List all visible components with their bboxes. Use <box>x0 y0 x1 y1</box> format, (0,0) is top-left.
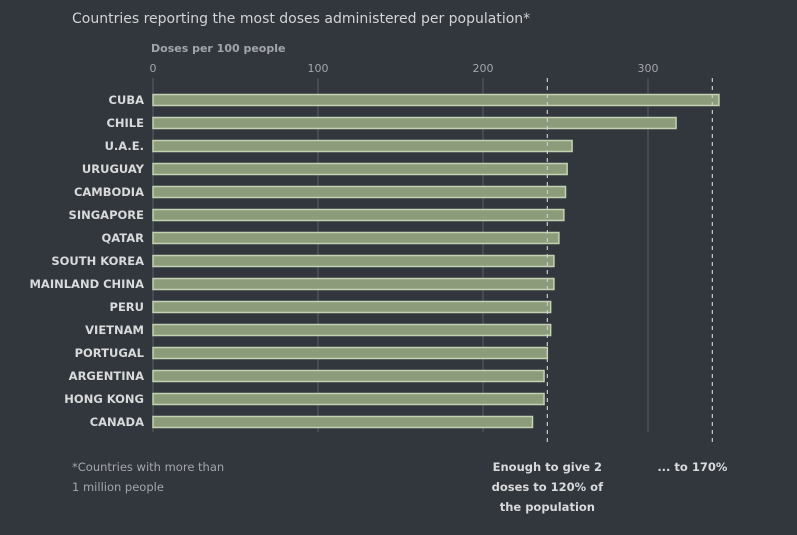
bar-singapore <box>152 208 565 222</box>
category-label: CANADA <box>90 415 144 429</box>
annotation-line: doses to 120% of <box>492 480 604 494</box>
annotation-line: the population <box>500 500 595 514</box>
category-label: VIETNAM <box>85 323 144 337</box>
bar-canada <box>152 415 534 429</box>
footnote: *Countries with more than 1 million peopl… <box>72 460 224 494</box>
bar-cuba <box>152 93 720 107</box>
tick-label-200: 200 <box>473 62 494 75</box>
bar-chile <box>152 116 677 130</box>
reference-annotations: Enough to give 2 doses to 120% of the popu… <box>492 460 728 514</box>
bar-hong-kong <box>152 392 545 406</box>
bars <box>152 93 720 429</box>
category-label: ARGENTINA <box>69 369 144 383</box>
category-label: CAMBODIA <box>74 185 144 199</box>
category-label: URUGUAY <box>82 162 145 176</box>
bar-uruguay <box>152 162 568 176</box>
tick-labels: 0 100 200 300 <box>150 62 659 75</box>
category-label: CHILE <box>106 116 144 130</box>
tick-label-100: 100 <box>308 62 329 75</box>
bar-argentina <box>152 369 545 383</box>
reference-annotation-1: Enough to give 2 doses to 120% of the popu… <box>492 460 604 514</box>
annotation-line: Enough to give 2 <box>493 460 602 474</box>
bar-cambodia <box>152 185 567 199</box>
tick-label-300: 300 <box>638 62 659 75</box>
tick-label-0: 0 <box>150 62 157 75</box>
category-label: SOUTH KOREA <box>51 254 144 268</box>
chart-title: Countries reporting the most doses admin… <box>72 11 530 27</box>
category-label: U.A.E. <box>105 139 144 153</box>
annotation-line: ... to 170% <box>657 460 728 474</box>
reference-annotation-2: ... to 170% <box>657 460 728 474</box>
category-label: CUBA <box>109 93 145 107</box>
bar-peru <box>152 300 552 314</box>
bar-u-a-e- <box>152 139 573 153</box>
bar-mainland-china <box>152 277 555 291</box>
bar-vietnam <box>152 323 552 337</box>
bar-south-korea <box>152 254 555 268</box>
footnote-line: *Countries with more than <box>72 460 224 474</box>
category-label: PORTUGAL <box>75 346 145 360</box>
category-label: MAINLAND CHINA <box>29 277 144 291</box>
category-label: HONG KONG <box>64 392 144 406</box>
category-labels: CUBA CHILE U.A.E. URUGUAY CAMBODIA SINGAPORE Q… <box>29 93 144 429</box>
category-label: QATAR <box>102 231 145 245</box>
reference-lines <box>546 78 713 443</box>
bar-portugal <box>152 346 549 360</box>
x-axis-label: Doses per 100 people <box>151 42 285 55</box>
category-label: PERU <box>110 300 144 314</box>
category-label: SINGAPORE <box>69 208 145 222</box>
bar-qatar <box>152 231 560 245</box>
footnote-line: 1 million people <box>72 480 164 494</box>
